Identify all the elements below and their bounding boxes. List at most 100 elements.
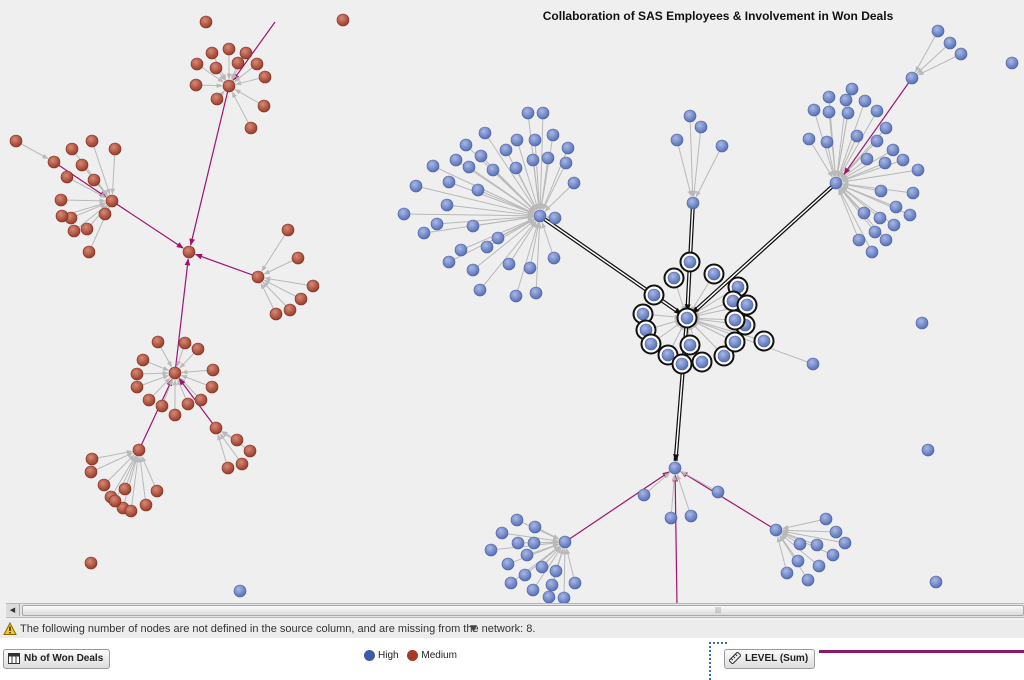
network-node[interactable] — [878, 156, 892, 170]
network-node[interactable] — [558, 535, 572, 549]
network-node[interactable] — [819, 512, 833, 526]
network-node[interactable] — [683, 255, 697, 269]
network-node[interactable] — [680, 311, 694, 325]
network-node[interactable] — [542, 590, 556, 603]
network-node[interactable] — [466, 219, 480, 233]
network-node[interactable] — [523, 261, 537, 275]
network-node[interactable] — [911, 163, 925, 177]
network-node[interactable] — [47, 155, 61, 169]
network-node[interactable] — [889, 200, 903, 214]
network-node[interactable] — [667, 271, 681, 285]
network-node[interactable] — [644, 337, 658, 351]
network-node[interactable] — [239, 46, 253, 60]
network-node[interactable] — [559, 156, 573, 170]
network-node[interactable] — [85, 134, 99, 148]
network-node[interactable] — [557, 591, 571, 603]
network-node[interactable] — [235, 457, 249, 471]
network-node[interactable] — [845, 82, 859, 96]
network-node[interactable] — [474, 149, 488, 163]
network-node[interactable] — [670, 133, 684, 147]
network-node[interactable] — [191, 342, 205, 356]
network-node[interactable] — [829, 176, 843, 190]
network-node[interactable] — [683, 109, 697, 123]
network-node[interactable] — [82, 245, 96, 259]
network-node[interactable] — [139, 498, 153, 512]
network-node[interactable] — [857, 206, 871, 220]
network-node[interactable] — [921, 443, 935, 457]
network-node[interactable] — [675, 357, 689, 371]
network-node[interactable] — [838, 536, 852, 550]
network-node[interactable] — [870, 134, 884, 148]
network-node[interactable] — [155, 399, 169, 413]
network-node[interactable] — [905, 71, 919, 85]
network-node[interactable] — [567, 176, 581, 190]
network-node[interactable] — [526, 153, 540, 167]
network-node[interactable] — [826, 548, 840, 562]
network-node[interactable] — [931, 24, 945, 38]
network-node[interactable] — [291, 251, 305, 265]
level-button[interactable]: LEVEL (Sum) — [724, 649, 816, 669]
network-node[interactable] — [409, 179, 423, 193]
network-node[interactable] — [769, 523, 783, 537]
network-node[interactable] — [509, 161, 523, 175]
network-node[interactable] — [97, 478, 111, 492]
network-canvas[interactable]: Collaboration of SAS Employees & Involve… — [0, 0, 1024, 603]
network-node[interactable] — [852, 233, 866, 247]
network-node[interactable] — [802, 132, 816, 146]
network-node[interactable] — [906, 186, 920, 200]
network-node[interactable] — [870, 104, 884, 118]
network-node[interactable] — [142, 393, 156, 407]
network-node[interactable] — [257, 99, 271, 113]
network-node[interactable] — [190, 57, 204, 71]
network-node[interactable] — [397, 207, 411, 221]
network-node[interactable] — [548, 211, 562, 225]
network-node[interactable] — [757, 334, 771, 348]
network-node[interactable] — [873, 211, 887, 225]
network-node[interactable] — [206, 363, 220, 377]
network-node[interactable] — [54, 193, 68, 207]
network-node[interactable] — [526, 583, 540, 597]
network-node[interactable] — [430, 217, 444, 231]
network-node[interactable] — [454, 243, 468, 257]
network-node[interactable] — [806, 357, 820, 371]
network-node[interactable] — [887, 218, 901, 232]
network-node[interactable] — [230, 433, 244, 447]
network-node[interactable] — [822, 105, 836, 119]
network-node[interactable] — [684, 509, 698, 523]
network-node[interactable] — [484, 543, 498, 557]
network-node[interactable] — [466, 263, 480, 277]
network-node[interactable] — [812, 559, 826, 573]
network-node[interactable] — [150, 484, 164, 498]
horizontal-scrollbar[interactable]: ◀ ||| — [6, 603, 1024, 618]
network-node[interactable] — [740, 298, 754, 312]
network-node[interactable] — [130, 367, 144, 381]
network-node[interactable] — [231, 56, 245, 70]
network-node[interactable] — [244, 121, 258, 135]
network-node[interactable] — [521, 106, 535, 120]
network-node[interactable] — [209, 421, 223, 435]
network-node[interactable] — [879, 121, 893, 135]
network-node[interactable] — [221, 461, 235, 475]
network-node[interactable] — [807, 103, 821, 117]
network-node[interactable] — [929, 575, 943, 589]
network-node[interactable] — [9, 134, 23, 148]
network-node[interactable] — [717, 349, 731, 363]
network-node[interactable] — [80, 222, 94, 236]
arrow-left-icon[interactable]: ◀ — [6, 604, 20, 616]
network-node[interactable] — [943, 36, 957, 50]
network-node[interactable] — [529, 286, 543, 300]
network-node[interactable] — [858, 94, 872, 108]
network-node[interactable] — [178, 336, 192, 350]
network-node[interactable] — [281, 223, 295, 237]
network-node[interactable] — [822, 90, 836, 104]
network-node[interactable] — [636, 307, 650, 321]
network-node[interactable] — [528, 133, 542, 147]
network-node[interactable] — [860, 152, 874, 166]
network-node[interactable] — [886, 143, 900, 157]
network-node[interactable] — [105, 194, 119, 208]
network-node[interactable] — [791, 554, 805, 568]
network-node[interactable] — [954, 47, 968, 61]
network-node[interactable] — [459, 138, 473, 152]
network-node[interactable] — [527, 536, 541, 550]
network-node[interactable] — [668, 461, 682, 475]
